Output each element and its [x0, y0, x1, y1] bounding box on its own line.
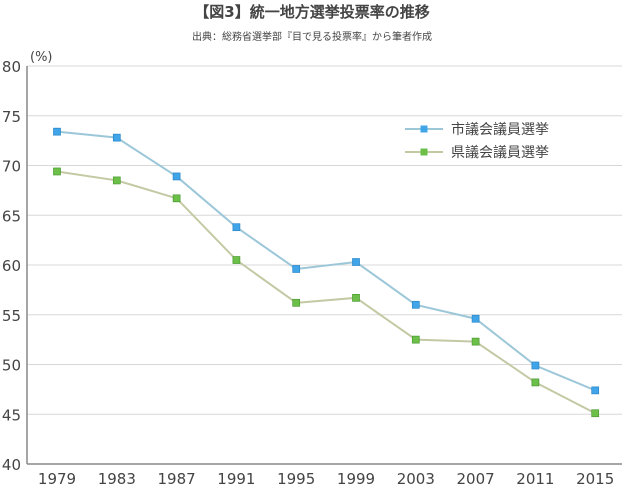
y-tick-label: 75: [2, 108, 21, 126]
legend-label-1: 県議会議員選挙: [451, 144, 549, 161]
y-tick-label: 60: [2, 257, 21, 275]
series-line-0: [56, 130, 596, 392]
legend-marker-0: [420, 125, 428, 133]
data-point: [591, 386, 600, 395]
data-point: [232, 223, 241, 232]
y-tick-label: 45: [2, 406, 21, 424]
x-tick-label: 2007: [457, 470, 495, 488]
data-point: [292, 298, 301, 307]
x-tick-label: 2015: [576, 470, 614, 488]
legend-marker-1: [420, 148, 428, 156]
data-point: [292, 265, 301, 273]
y-tick-label: 55: [2, 307, 21, 325]
x-tick-label: 1999: [337, 470, 375, 488]
series-line-1: [56, 170, 596, 415]
data-point: [112, 133, 121, 142]
data-point: [591, 409, 600, 418]
y-axis-label: (%): [30, 50, 53, 65]
x-tick-label: 1987: [158, 470, 196, 488]
data-point: [53, 127, 61, 136]
data-point: [471, 314, 480, 323]
chart-subtitle: 出典：総務省選挙部『目で見る投票率』から筆者作成: [192, 30, 432, 43]
y-tick-label: 65: [2, 207, 21, 225]
data-point: [232, 256, 241, 264]
x-tick-label: 1991: [217, 470, 255, 488]
data-point: [471, 337, 480, 346]
y-tick-label: 50: [2, 357, 21, 375]
x-tick-label: 1979: [38, 470, 76, 488]
data-point: [531, 361, 540, 370]
data-point: [172, 194, 181, 203]
x-tick-label: 1983: [98, 470, 136, 488]
data-point: [352, 258, 360, 266]
x-tick-label: 1995: [277, 470, 315, 488]
x-tick-label: 2003: [397, 470, 435, 488]
data-point: [53, 167, 61, 176]
chart-title: 【図3】統一地方選挙投票率の推移: [194, 3, 429, 21]
data-point: [411, 335, 420, 344]
y-tick-label: 80: [2, 58, 21, 76]
data-point: [112, 176, 121, 185]
data-point: [531, 378, 540, 387]
y-tick-label: 70: [2, 158, 21, 176]
data-point: [352, 293, 360, 302]
x-tick-label: 2011: [516, 470, 554, 488]
data-point: [172, 172, 181, 181]
data-point: [411, 300, 420, 309]
legend-label-0: 市議会議員選挙: [451, 121, 549, 138]
y-tick-label: 40: [2, 456, 21, 474]
